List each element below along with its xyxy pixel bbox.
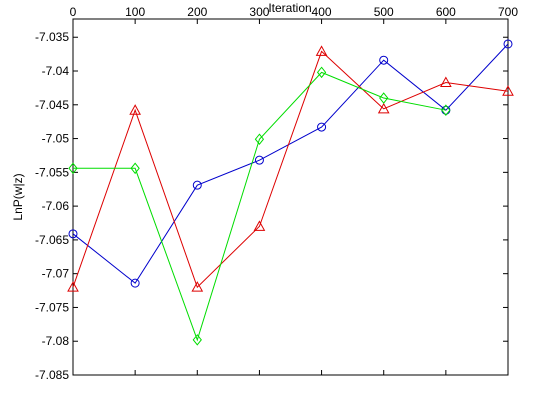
x-tick-label: 400 bbox=[312, 5, 332, 19]
point bbox=[192, 334, 202, 346]
point bbox=[379, 92, 389, 104]
point bbox=[68, 229, 78, 239]
plot-frame bbox=[72, 18, 509, 376]
y-tick-label: -7.07 bbox=[42, 267, 70, 281]
point bbox=[68, 162, 78, 175]
point bbox=[191, 281, 204, 292]
x-tick-label: 500 bbox=[374, 5, 394, 19]
x-axis-label: Iteration bbox=[268, 1, 311, 15]
series-line bbox=[72, 50, 509, 289]
point bbox=[440, 76, 452, 87]
x-tick-label: 300 bbox=[249, 5, 269, 19]
y-axis-label: LnP(w|z) bbox=[11, 173, 25, 220]
point bbox=[130, 278, 140, 288]
point bbox=[502, 85, 514, 96]
x-tick-label: 600 bbox=[436, 5, 456, 19]
series-line bbox=[73, 71, 446, 342]
y-tick-label: -7.06 bbox=[42, 199, 70, 213]
y-tick-label: -7.04 bbox=[42, 64, 70, 78]
y-tick-label: -7.065 bbox=[35, 233, 69, 247]
x-tick-label: 200 bbox=[187, 5, 207, 19]
point bbox=[254, 133, 265, 146]
y-tick-label: -7.085 bbox=[35, 368, 69, 382]
y-tick-label: -7.05 bbox=[42, 132, 70, 146]
point bbox=[503, 39, 513, 49]
point bbox=[67, 281, 79, 292]
point bbox=[130, 162, 140, 175]
y-tick-label: -7.08 bbox=[42, 334, 70, 348]
point bbox=[377, 102, 390, 114]
point bbox=[192, 180, 202, 190]
point bbox=[315, 45, 328, 56]
x-tick-label: 100 bbox=[125, 5, 145, 19]
y-tick-label: -7.075 bbox=[35, 300, 69, 314]
y-tick-label: -7.045 bbox=[35, 98, 69, 112]
x-tick-label: 0 bbox=[70, 5, 77, 19]
point bbox=[253, 220, 266, 231]
series-line bbox=[72, 43, 509, 284]
x-tick-label: 700 bbox=[498, 5, 518, 19]
y-tick-label: -7.055 bbox=[35, 165, 69, 179]
point bbox=[317, 122, 327, 132]
y-tick-label: -7.035 bbox=[35, 30, 69, 44]
point bbox=[254, 155, 264, 165]
point bbox=[316, 66, 327, 79]
point bbox=[441, 104, 451, 116]
point bbox=[129, 104, 141, 115]
point bbox=[379, 55, 389, 65]
